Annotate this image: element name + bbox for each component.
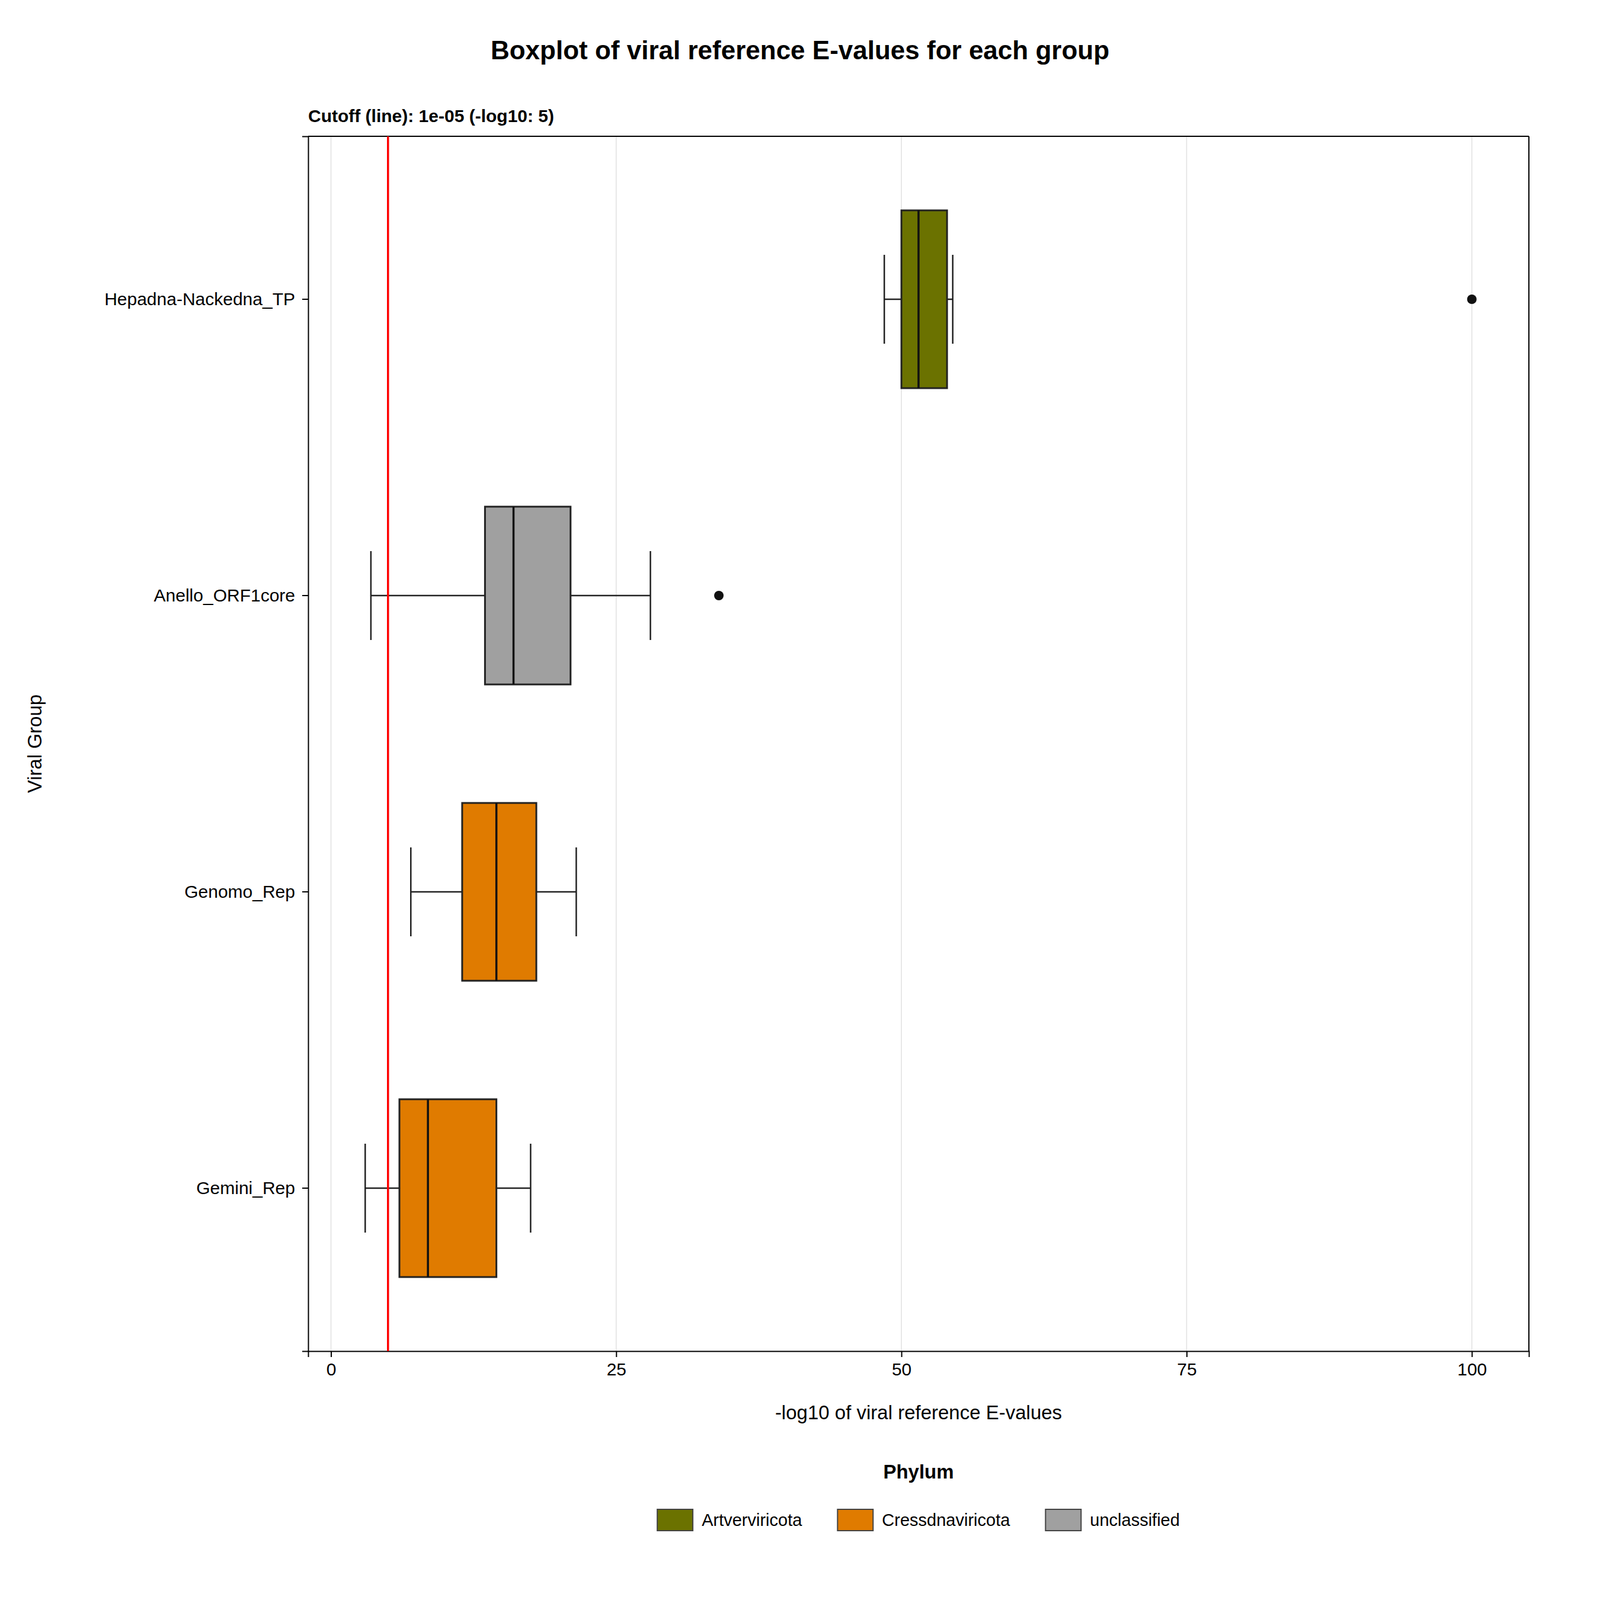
median bbox=[495, 802, 498, 981]
chart: 0 25 50 75 100 Hepadna-Nackedna_TP Anello_ORF1… bbox=[0, 0, 1600, 1600]
tick-mark bbox=[615, 1351, 617, 1358]
axis-line bbox=[308, 1351, 1530, 1358]
tick: Anello_ORF1core bbox=[154, 585, 309, 606]
whisker bbox=[570, 594, 651, 597]
tick: 25 bbox=[606, 1351, 627, 1379]
legend-swatch bbox=[837, 1509, 873, 1531]
tick-label: 0 bbox=[326, 1359, 337, 1379]
whisker bbox=[884, 298, 902, 301]
box bbox=[484, 506, 571, 685]
whisker-cap bbox=[952, 254, 955, 344]
axis-line bbox=[308, 135, 1529, 137]
x-axis-title: -log10 of viral reference E-values bbox=[775, 1401, 1062, 1424]
whisker-cap bbox=[364, 1143, 367, 1233]
plot-area bbox=[365, 136, 1477, 1352]
grid bbox=[331, 136, 1472, 1352]
grid-line bbox=[1186, 136, 1188, 1352]
legend: Phylum Artverviricota Cressdnaviricota uncl… bbox=[657, 1460, 1180, 1531]
tick: 75 bbox=[1176, 1351, 1197, 1379]
tick: Hepadna-Nackedna_TP bbox=[104, 289, 309, 309]
tick-label: Genomo_Rep bbox=[184, 881, 296, 902]
x-axis: 0 25 50 75 100 bbox=[308, 1351, 1530, 1379]
tick-mark bbox=[1471, 1351, 1473, 1358]
tick-label: Anello_ORF1core bbox=[154, 585, 296, 606]
box bbox=[399, 1099, 497, 1278]
axis-line bbox=[302, 136, 309, 1352]
legend-swatch bbox=[657, 1509, 693, 1531]
tick-mark bbox=[302, 891, 309, 893]
median bbox=[917, 210, 920, 389]
median bbox=[426, 1099, 430, 1278]
whisker bbox=[365, 1187, 400, 1190]
tick-mark bbox=[330, 1351, 332, 1358]
whisker-cap bbox=[370, 551, 373, 640]
title: Boxplot of viral reference E-values for … bbox=[490, 35, 1110, 65]
tick-label: 25 bbox=[606, 1359, 627, 1379]
legend-label: Cressdnaviricota bbox=[881, 1510, 1011, 1530]
tick-mark bbox=[302, 594, 309, 597]
tick-label: Hepadna-Nackedna_TP bbox=[104, 289, 296, 309]
tick-mark bbox=[901, 1351, 903, 1358]
subtitle: Cutoff (line): 1e-05 (-log10: 5) bbox=[308, 106, 555, 126]
tick: Genomo_Rep bbox=[184, 881, 309, 902]
grid-line bbox=[615, 136, 617, 1352]
whisker-cap bbox=[410, 847, 412, 937]
flier bbox=[1467, 294, 1477, 304]
y-axis-title: Viral Group bbox=[23, 694, 46, 793]
whisker bbox=[496, 1187, 531, 1190]
reference-line bbox=[386, 136, 390, 1352]
tick-mark bbox=[302, 298, 309, 300]
legend-label: unclassified bbox=[1089, 1510, 1180, 1530]
tick: 100 bbox=[1457, 1351, 1487, 1379]
tick-label: Gemini_Rep bbox=[196, 1178, 296, 1198]
whisker-cap bbox=[649, 551, 652, 640]
y-axis: Hepadna-Nackedna_TP Anello_ORF1core Genomo… bbox=[104, 136, 309, 1352]
tick: Gemini_Rep bbox=[196, 1178, 309, 1198]
whisker-cap bbox=[575, 847, 578, 937]
box-group bbox=[365, 1099, 531, 1278]
tick: 0 bbox=[326, 1351, 337, 1379]
box bbox=[901, 210, 947, 389]
tick-mark bbox=[302, 1187, 309, 1189]
axis-line bbox=[1528, 136, 1530, 1352]
tick: 50 bbox=[891, 1351, 912, 1379]
box-group bbox=[884, 210, 1477, 389]
tick-label: 50 bbox=[891, 1359, 912, 1379]
whisker bbox=[410, 891, 463, 894]
legend-item: unclassified bbox=[1045, 1509, 1180, 1531]
flier bbox=[714, 590, 724, 601]
legend-item: Artverviricota bbox=[657, 1509, 803, 1531]
legend-swatch bbox=[1045, 1509, 1081, 1531]
tick-label: 100 bbox=[1457, 1359, 1487, 1379]
grid-line bbox=[330, 136, 332, 1352]
legend-label: Artverviricota bbox=[701, 1510, 803, 1530]
whisker-cap bbox=[529, 1143, 532, 1233]
tick-mark bbox=[1186, 1351, 1188, 1358]
legend-item: Cressdnaviricota bbox=[837, 1509, 1011, 1531]
whisker-cap bbox=[883, 254, 886, 344]
legend-title: Phylum bbox=[882, 1460, 954, 1483]
median bbox=[512, 506, 515, 685]
tick-label: 75 bbox=[1176, 1359, 1197, 1379]
box-group bbox=[370, 506, 724, 685]
box-group bbox=[410, 802, 576, 981]
whisker bbox=[536, 891, 576, 894]
grid-line bbox=[1471, 136, 1473, 1352]
box bbox=[462, 802, 537, 981]
